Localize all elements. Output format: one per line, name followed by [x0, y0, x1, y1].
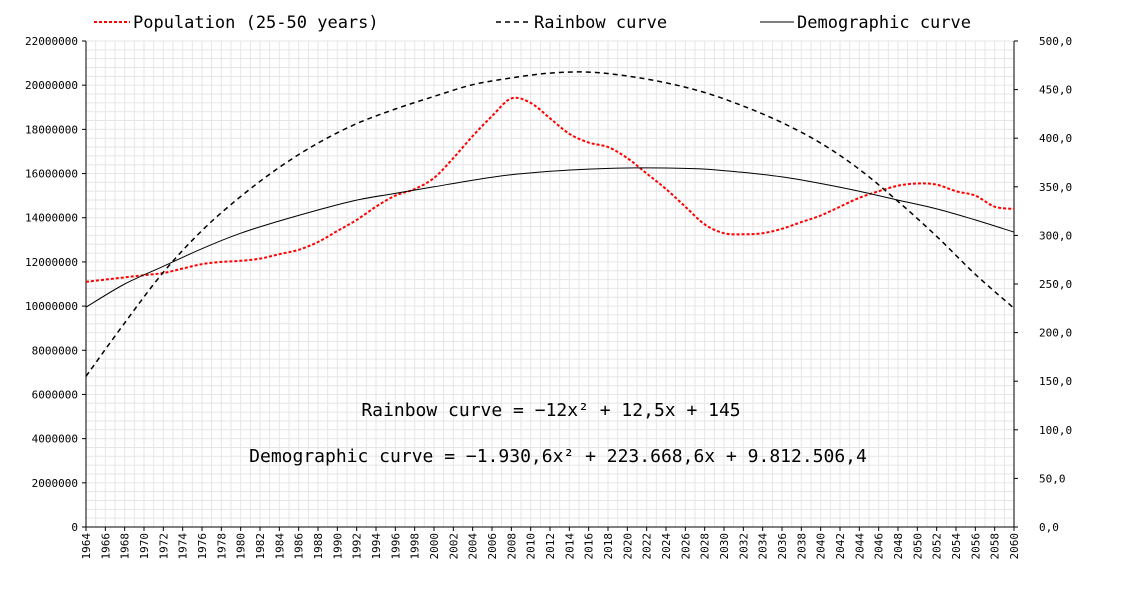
- legend-label-rainbow: Rainbow curve: [534, 13, 667, 33]
- legend-item-demographic: Demographic curve: [760, 13, 971, 33]
- x-tick-label: 2044: [853, 533, 866, 560]
- x-tick-label: 2004: [467, 533, 480, 560]
- legend-label-demographic: Demographic curve: [797, 13, 971, 33]
- x-tick-label: 1984: [273, 533, 286, 560]
- y-left-tick-label: 12000000: [25, 256, 78, 269]
- y-right-tick-label: 0,0: [1039, 521, 1059, 534]
- x-tick-label: 2054: [950, 533, 963, 560]
- y-left-tick-label: 0: [71, 521, 78, 534]
- x-ticks: 1964 1966 1968 1970 1972 1974 1976 1978 1980 1982…: [80, 527, 1021, 560]
- y-right-tick-label: 350,0: [1039, 181, 1072, 194]
- x-tick-label: 2020: [621, 533, 634, 560]
- x-tick-label: 1974: [177, 533, 190, 560]
- x-tick-label: 1968: [119, 533, 132, 560]
- x-tick-label: 2036: [776, 533, 789, 560]
- y-right-tick-label: 400,0: [1039, 132, 1072, 145]
- y-right-tick-label: 100,0: [1039, 424, 1072, 437]
- x-tick-label: 2046: [873, 533, 886, 560]
- legend-item-population: Population (25-50 years): [94, 13, 379, 33]
- y-left-tick-label: 18000000: [25, 123, 78, 136]
- x-tick-label: 2008: [505, 533, 518, 560]
- x-tick-label: 1994: [370, 533, 383, 560]
- y-left-tick-label: 4000000: [32, 433, 78, 446]
- y-right-tick-label: 300,0: [1039, 229, 1072, 242]
- x-tick-label: 1980: [235, 533, 248, 560]
- x-tick-label: 2048: [892, 533, 905, 560]
- x-tick-label: 2012: [544, 533, 557, 560]
- x-tick-label: 1972: [157, 533, 170, 560]
- x-tick-label: 2050: [911, 533, 924, 560]
- series-demographic-curve: [85, 167, 1015, 308]
- y-left-tick-label: 14000000: [25, 212, 78, 225]
- x-tick-label: 2006: [486, 533, 499, 560]
- x-tick-label: 2038: [795, 533, 808, 560]
- y-left-tick-label: 22000000: [25, 35, 78, 48]
- x-tick-label: 2018: [602, 533, 615, 560]
- y-right-tick-label: 500,0: [1039, 35, 1072, 48]
- x-tick-label: 1976: [196, 533, 209, 560]
- y-left-tick-label: 10000000: [25, 300, 78, 313]
- x-tick-label: 2026: [679, 533, 692, 560]
- x-tick-label: 1988: [312, 533, 325, 560]
- x-tick-label: 2024: [660, 533, 673, 560]
- x-tick-label: 2052: [931, 533, 944, 560]
- x-tick-label: 2058: [989, 533, 1002, 560]
- y-left-tick-label: 6000000: [32, 388, 78, 401]
- y-right-tick-label: 50,0: [1039, 472, 1066, 485]
- x-tick-label: 2034: [757, 533, 770, 560]
- y-ticks-right: 0,0 50,0 100,0 150,0 200,0 250,0 300,0 350,0 400…: [1014, 35, 1072, 534]
- x-tick-label: 2022: [641, 533, 654, 560]
- y-left-tick-label: 2000000: [32, 477, 78, 490]
- x-tick-label: 2060: [1008, 533, 1021, 560]
- x-tick-label: 1978: [215, 533, 228, 560]
- x-tick-label: 1996: [389, 533, 402, 560]
- x-tick-label: 2040: [815, 533, 828, 560]
- x-tick-label: 1964: [80, 533, 93, 560]
- y-left-tick-label: 16000000: [25, 168, 78, 181]
- series-group: [85, 71, 1015, 377]
- y-right-tick-label: 200,0: [1039, 327, 1072, 340]
- y-left-tick-label: 20000000: [25, 79, 78, 92]
- x-tick-label: 2032: [737, 533, 750, 560]
- y-right-tick-label: 450,0: [1039, 84, 1072, 97]
- x-tick-label: 2002: [447, 533, 460, 560]
- x-tick-label: 2056: [969, 533, 982, 560]
- x-tick-label: 1970: [138, 533, 151, 560]
- x-tick-label: 1986: [293, 533, 306, 560]
- y-ticks-left: 0 2000000 4000000 6000000 8000000 10000000 120…: [25, 35, 86, 534]
- demographic-equation: Demographic curve = −1.930,6x² + 223.668…: [249, 446, 867, 467]
- y-right-tick-label: 150,0: [1039, 375, 1072, 388]
- x-tick-label: 2030: [718, 533, 731, 560]
- legend-item-rainbow: Rainbow curve: [496, 13, 667, 33]
- series-population-line: [85, 96, 1015, 283]
- x-tick-label: 2014: [563, 533, 576, 560]
- y-left-tick-label: 8000000: [32, 344, 78, 357]
- x-tick-label: 1990: [331, 533, 344, 560]
- x-tick-label: 1982: [254, 533, 267, 560]
- x-tick-label: 2042: [834, 533, 847, 560]
- y-right-tick-label: 250,0: [1039, 278, 1072, 291]
- x-tick-label: 1992: [351, 533, 364, 560]
- x-tick-label: 2028: [699, 533, 712, 560]
- series-rainbow-curve: [85, 71, 1015, 377]
- x-tick-label: 1966: [99, 533, 112, 560]
- legend: Population (25-50 years) Rainbow curve D…: [94, 13, 971, 33]
- x-tick-label: 1998: [409, 533, 422, 560]
- rainbow-equation: Rainbow curve = −12x² + 12,5x + 145: [361, 400, 740, 421]
- x-tick-label: 2010: [525, 533, 538, 560]
- x-tick-label: 2016: [583, 533, 596, 560]
- x-tick-label: 2000: [428, 533, 441, 560]
- legend-label-population: Population (25-50 years): [133, 13, 379, 33]
